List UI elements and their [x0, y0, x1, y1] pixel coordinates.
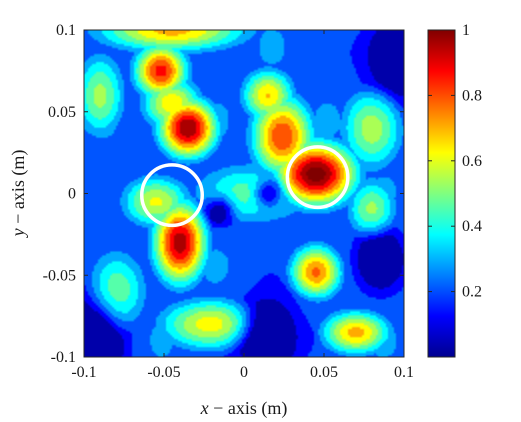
plot-area: [83, 29, 405, 358]
colorbar-tick-label: 0.8: [462, 87, 482, 104]
x-tick-label: -0.1: [71, 364, 96, 381]
x-tick-label: 0.05: [310, 364, 338, 381]
y-axis: -0.1 -0.05 0 0.05 0.1: [43, 22, 404, 366]
x-axis-label: x − axis (m): [200, 398, 288, 419]
colorbar-tick-label: 0.4: [462, 218, 482, 235]
x-axis: -0.1 -0.05 0 0.05 0.1: [71, 30, 414, 381]
y-tick-label: 0: [68, 186, 76, 203]
marker-circle-1: [285, 145, 350, 210]
colorbar-gradient: [428, 30, 455, 357]
y-axis-label: y − axis (m): [8, 150, 29, 239]
x-tick-label: 0: [240, 364, 248, 381]
heatmap-field: [84, 30, 404, 357]
x-tick-label: -0.05: [147, 364, 180, 381]
colorbar-tick-label: 0.2: [462, 284, 482, 301]
colorbar: 0.2 0.4 0.6 0.8 1: [427, 22, 482, 358]
colorbar-tick-label: 1: [462, 22, 470, 39]
colorbar-ticks: 0.2 0.4 0.6 0.8 1: [428, 22, 482, 301]
marker-circle-2: [140, 163, 204, 228]
y-tick-label: -0.1: [51, 349, 76, 366]
colorbar-frame: [427, 29, 456, 358]
x-tick-label: 0.1: [394, 364, 414, 381]
y-tick-label: 0.1: [56, 22, 76, 39]
y-tick-label: -0.05: [43, 267, 76, 284]
colorbar-tick-label: 0.6: [462, 153, 482, 170]
y-tick-label: 0.05: [48, 104, 76, 121]
marker-layer: [140, 145, 350, 228]
